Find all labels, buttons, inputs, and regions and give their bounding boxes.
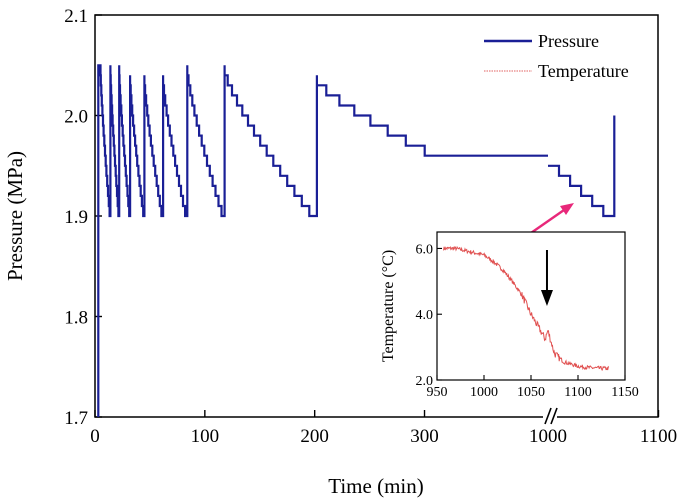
temperature-series-line bbox=[443, 245, 610, 372]
inset-plot-frame bbox=[436, 231, 626, 381]
inset-y-ticks: 2.0 4.0 6.0 bbox=[416, 242, 442, 389]
legend-label-pressure: Pressure bbox=[538, 31, 599, 51]
main-x-axis-title: Time (min) bbox=[328, 474, 423, 498]
main-x-axis-break bbox=[543, 405, 558, 425]
main-x-ticks: 0 100 200 300 1000 1100 bbox=[90, 410, 677, 447]
main-x-tick-label: 300 bbox=[410, 426, 439, 447]
main-y-ticks: 1.7 1.8 1.9 2.0 2.1 bbox=[64, 6, 102, 429]
inset-y-tick-label: 4.0 bbox=[416, 308, 434, 323]
inset-event-arrow bbox=[540, 250, 553, 306]
inset-y-axis-title: Temperature (°C) bbox=[380, 250, 397, 362]
inset-x-ticks: 950 1000 1050 1100 1150 bbox=[427, 375, 639, 400]
main-y-tick-label: 1.9 bbox=[64, 207, 88, 228]
main-x-tick-label: 0 bbox=[90, 426, 100, 447]
main-y-axis-title: Pressure (MPa) bbox=[3, 151, 27, 281]
inset-y-tick-label: 6.0 bbox=[416, 242, 434, 257]
inset-x-tick-label: 1100 bbox=[564, 385, 591, 400]
inset-x-tick-label: 1000 bbox=[470, 385, 498, 400]
main-y-tick-label: 2.0 bbox=[64, 107, 88, 128]
main-x-tick-label: 100 bbox=[191, 426, 220, 447]
inset-x-tick-label: 1050 bbox=[517, 385, 545, 400]
main-y-tick-label: 2.1 bbox=[64, 6, 88, 27]
pressure-late-segment-line bbox=[548, 115, 616, 218]
main-x-tick-label: 1100 bbox=[640, 426, 677, 447]
main-x-tick-label: 200 bbox=[300, 426, 329, 447]
inset-x-tick-label: 950 bbox=[427, 385, 448, 400]
main-x-tick-label: 1000 bbox=[529, 426, 567, 447]
inset-x-tick-label: 1150 bbox=[611, 385, 638, 400]
inset-y-tick-label: 2.0 bbox=[416, 374, 434, 389]
main-y-tick-label: 1.8 bbox=[64, 308, 88, 329]
pressure-series-line bbox=[97, 64, 548, 417]
legend: Pressure Temperature bbox=[484, 31, 629, 81]
main-y-tick-label: 1.7 bbox=[64, 408, 88, 429]
legend-label-temperature: Temperature bbox=[538, 61, 629, 81]
